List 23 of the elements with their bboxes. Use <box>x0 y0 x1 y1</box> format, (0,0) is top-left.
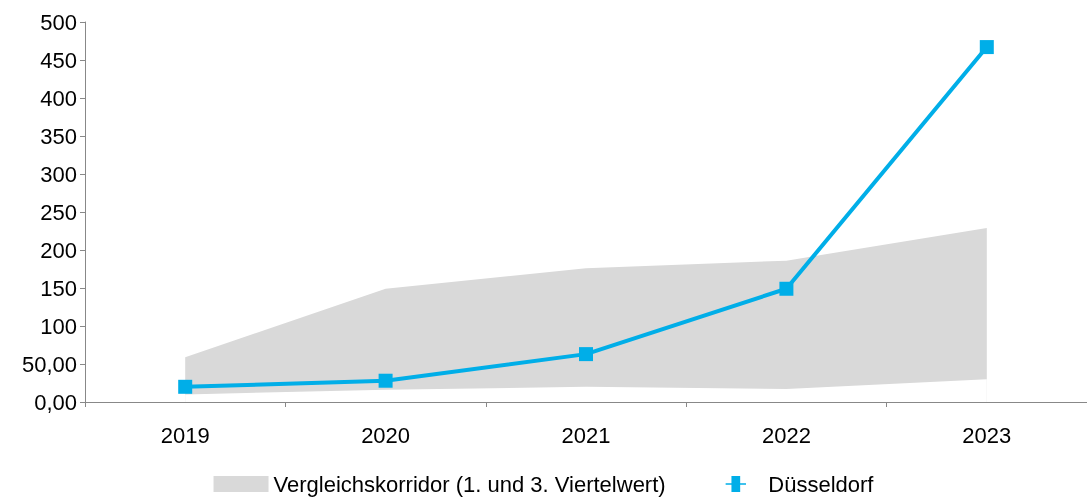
point <box>378 373 393 388</box>
point <box>779 281 794 296</box>
y-tick-label: 500 <box>40 9 77 35</box>
y-tick-label: 100 <box>40 313 77 339</box>
y-tick-label: 150 <box>40 275 77 301</box>
point <box>178 379 193 394</box>
x-tick-label: 2019 <box>160 422 210 448</box>
y-tick-label: 50,00 <box>21 351 77 377</box>
legend-label: Düsseldorf <box>768 471 875 497</box>
y-tick-label: 350 <box>40 123 77 149</box>
point <box>979 40 994 55</box>
y-tick-label: 200 <box>40 237 77 263</box>
point <box>579 347 593 362</box>
y-tick-label: 400 <box>40 85 77 111</box>
y-tick-label: 0,00 <box>34 389 77 415</box>
x-tick-label: 2021 <box>561 422 611 448</box>
x-tick-label: 2020 <box>361 422 411 448</box>
legend-label: Vergleichskorridor (1. und 3. Viertelwert) <box>273 471 666 497</box>
x-tick-label: 2022 <box>761 422 811 448</box>
y-tick-label: 450 <box>40 47 77 73</box>
x-tick-label: 2023 <box>962 422 1012 448</box>
y-tick-label: 300 <box>40 161 77 187</box>
y-tick-label: 250 <box>40 199 77 225</box>
